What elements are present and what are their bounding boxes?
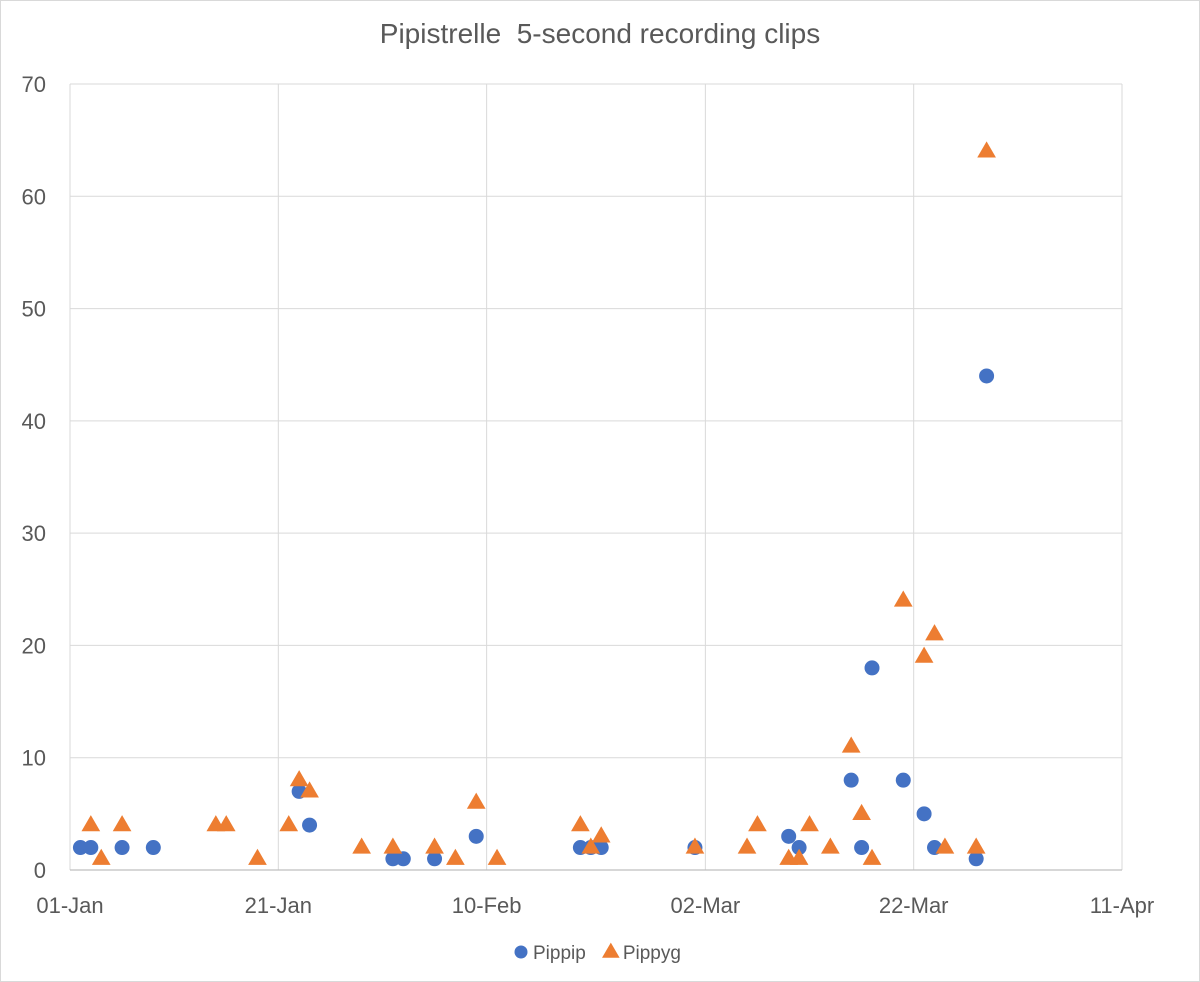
- data-point-circle: [385, 851, 401, 867]
- data-point-triangle: [748, 815, 767, 832]
- y-tick-label: 20: [22, 633, 46, 658]
- legend-item-pippyg: Pippyg: [602, 942, 681, 964]
- data-point-triangle: [352, 837, 371, 854]
- y-tick-label: 30: [22, 521, 46, 546]
- data-point-triangle: [112, 815, 132, 832]
- data-point-triangle: [425, 837, 444, 854]
- data-point-triangle: [571, 815, 590, 832]
- data-series: [72, 141, 996, 867]
- data-point-triangle: [893, 590, 913, 607]
- data-point-triangle: [685, 837, 705, 854]
- data-point-triangle: [935, 837, 955, 854]
- data-point-triangle: [862, 848, 882, 865]
- x-tick-label: 02-Mar: [671, 893, 741, 918]
- legend: Pippip Pippyg: [514, 942, 681, 964]
- legend-label: Pippip: [533, 943, 586, 964]
- data-point-circle: [395, 851, 411, 867]
- y-tick-label: 0: [34, 858, 46, 883]
- data-point-circle: [83, 840, 99, 856]
- x-tick-label: 10-Feb: [452, 893, 522, 918]
- data-point-circle: [427, 851, 443, 867]
- data-point-triangle: [279, 815, 299, 832]
- x-tick-label: 21-Jan: [245, 893, 312, 918]
- y-tick-label: 10: [22, 746, 46, 771]
- data-point-circle: [843, 772, 859, 788]
- gridlines: [69, 83, 1123, 870]
- data-point-circle: [114, 840, 130, 856]
- data-point-triangle: [487, 848, 507, 865]
- axes: 0 10 20 30 40 50 60 70 01-Jan 21-Jan 10-Feb 02-Mar 2…: [22, 72, 1155, 918]
- data-point-triangle: [216, 815, 236, 832]
- y-tick-label: 40: [22, 409, 46, 434]
- data-point-triangle: [852, 803, 871, 820]
- data-point-triangle: [925, 624, 944, 641]
- legend-triangle-marker: [602, 942, 620, 958]
- data-point-circle: [895, 772, 911, 788]
- data-point-triangle: [737, 837, 757, 854]
- x-tick-label: 22-Mar: [879, 893, 949, 918]
- x-tick-label: 01-Jan: [36, 893, 103, 918]
- data-point-circle: [854, 840, 870, 856]
- data-point-triangle: [81, 815, 101, 832]
- series-pippyg: [81, 141, 996, 865]
- y-tick-label: 50: [22, 297, 46, 322]
- data-point-triangle: [591, 826, 611, 843]
- data-point-circle: [468, 828, 484, 844]
- data-point-triangle: [466, 792, 486, 809]
- legend-label: Pippyg: [623, 943, 681, 964]
- data-point-circle: [916, 806, 932, 822]
- y-tick-label: 70: [22, 72, 46, 97]
- data-point-circle: [968, 851, 984, 867]
- data-point-circle: [302, 817, 318, 833]
- data-point-triangle: [300, 781, 319, 798]
- data-point-triangle: [914, 646, 934, 663]
- series-pippip: [72, 368, 995, 867]
- data-point-triangle: [446, 848, 465, 865]
- data-point-triangle: [977, 141, 996, 158]
- data-point-circle: [979, 368, 995, 384]
- data-point-triangle: [383, 837, 403, 854]
- data-point-circle: [864, 660, 880, 676]
- legend-circle-marker: [514, 945, 528, 959]
- data-point-triangle: [966, 837, 986, 854]
- data-point-circle: [72, 840, 88, 856]
- data-point-circle: [145, 840, 161, 856]
- data-point-circle: [781, 828, 797, 844]
- x-tick-label: 11-Apr: [1090, 893, 1154, 918]
- data-point-triangle: [289, 770, 309, 787]
- y-tick-label: 60: [22, 184, 46, 209]
- data-point-triangle: [800, 815, 819, 832]
- data-point-triangle: [248, 848, 267, 865]
- data-point-triangle: [841, 736, 861, 753]
- data-point-triangle: [91, 848, 111, 865]
- chart-title: Pipistrelle 5-second recording clips: [379, 18, 821, 49]
- data-point-triangle: [821, 837, 840, 854]
- data-point-circle: [791, 840, 807, 856]
- data-point-triangle: [581, 837, 601, 854]
- legend-item-pippip: Pippip: [514, 943, 586, 964]
- data-point-triangle: [789, 848, 809, 865]
